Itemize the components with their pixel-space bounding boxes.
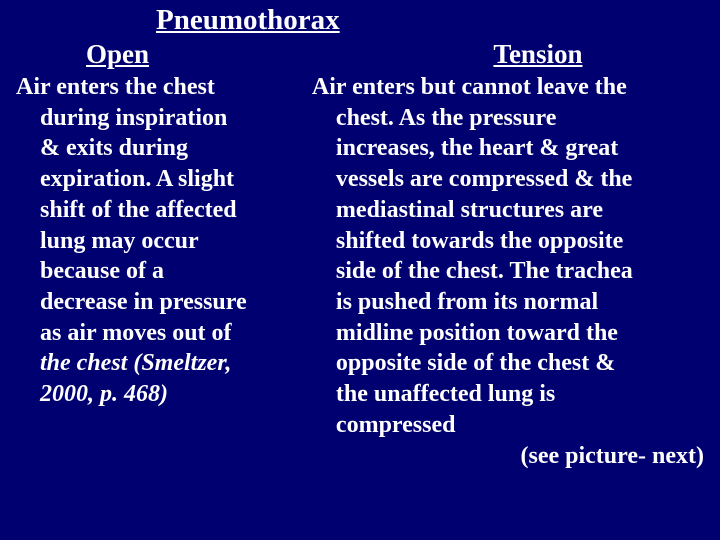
left-lead: Air enters the chest <box>16 72 300 103</box>
right-lead: Air enters but cannot leave the <box>312 72 704 103</box>
left-cite-line: the chest (Smeltzer, <box>16 348 300 379</box>
left-line: & exits during <box>16 133 300 164</box>
right-line: side of the chest. The trachea <box>312 256 704 287</box>
right-line: the unaffected lung is <box>312 379 704 410</box>
right-line: mediastinal structures are <box>312 195 704 226</box>
left-line: shift of the affected <box>16 195 300 226</box>
right-body: Air enters but cannot leave the chest. A… <box>312 72 704 441</box>
left-line: as air moves out of <box>16 318 300 349</box>
left-line: during inspiration <box>16 103 300 134</box>
left-cite-line: 2000, p. 468) <box>16 379 300 410</box>
column-left: Open Air enters the chest during inspira… <box>16 39 300 470</box>
column-right: Tension Air enters but cannot leave the … <box>312 39 704 470</box>
right-line: shifted towards the opposite <box>312 226 704 257</box>
right-line: midline position toward the <box>312 318 704 349</box>
left-line: lung may occur <box>16 226 300 257</box>
left-line: because of a <box>16 256 300 287</box>
columns: Open Air enters the chest during inspira… <box>16 39 704 470</box>
right-footer: (see picture- next) <box>312 443 704 470</box>
right-heading: Tension <box>372 39 704 70</box>
left-heading: Open <box>86 39 300 70</box>
right-line: vessels are compressed & the <box>312 164 704 195</box>
left-line: decrease in pressure <box>16 287 300 318</box>
left-body: Air enters the chest during inspiration … <box>16 72 300 410</box>
right-line: chest. As the pressure <box>312 103 704 134</box>
right-line: increases, the heart & great <box>312 133 704 164</box>
right-line: opposite side of the chest & <box>312 348 704 379</box>
slide-title: Pneumothorax <box>156 4 704 37</box>
right-line: compressed <box>312 410 704 441</box>
slide: Pneumothorax Open Air enters the chest d… <box>0 0 720 540</box>
left-line: expiration. A slight <box>16 164 300 195</box>
right-line: is pushed from its normal <box>312 287 704 318</box>
